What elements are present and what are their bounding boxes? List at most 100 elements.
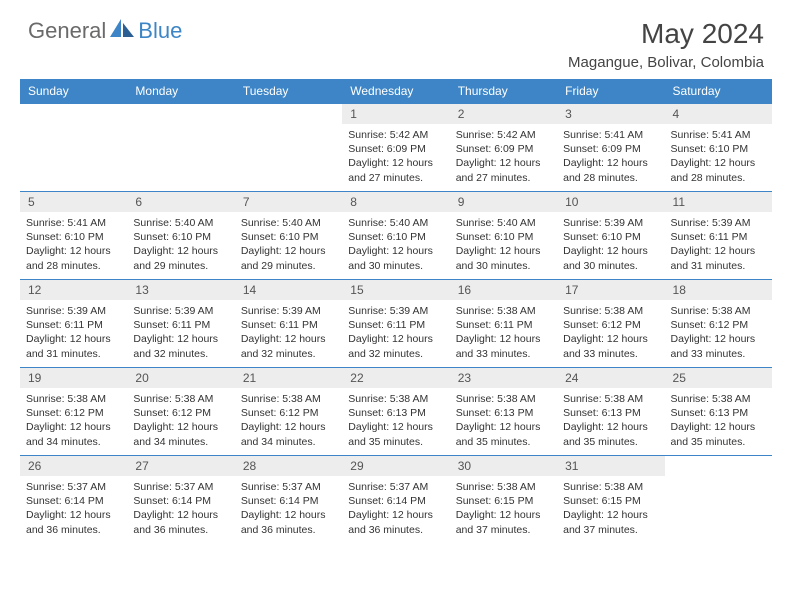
day-number: 20: [127, 368, 234, 388]
day-number: 23: [450, 368, 557, 388]
sunrise-text: Sunrise: 5:37 AM: [241, 480, 336, 494]
day-number: 13: [127, 280, 234, 300]
day-data: Sunrise: 5:38 AMSunset: 6:15 PMDaylight:…: [450, 476, 557, 539]
calendar-table: Sunday Monday Tuesday Wednesday Thursday…: [20, 79, 772, 544]
sunrise-text: Sunrise: 5:42 AM: [348, 128, 443, 142]
day-data: Sunrise: 5:37 AMSunset: 6:14 PMDaylight:…: [20, 476, 127, 539]
sunset-text: Sunset: 6:14 PM: [26, 494, 121, 508]
calendar-cell: 24Sunrise: 5:38 AMSunset: 6:13 PMDayligh…: [557, 368, 664, 456]
daylight-text: Daylight: 12 hours and 27 minutes.: [456, 156, 551, 184]
day-data: Sunrise: 5:38 AMSunset: 6:12 PMDaylight:…: [235, 388, 342, 451]
calendar-cell: 13Sunrise: 5:39 AMSunset: 6:11 PMDayligh…: [127, 280, 234, 368]
daylight-text: Daylight: 12 hours and 33 minutes.: [563, 332, 658, 360]
sunset-text: Sunset: 6:15 PM: [563, 494, 658, 508]
day-number: 29: [342, 456, 449, 476]
sunrise-text: Sunrise: 5:39 AM: [348, 304, 443, 318]
daylight-text: Daylight: 12 hours and 35 minutes.: [563, 420, 658, 448]
sunset-text: Sunset: 6:13 PM: [671, 406, 766, 420]
calendar-cell: 31 Sunrise: 5:38 AMSunset: 6:15 PMDayligh…: [557, 456, 664, 544]
day-number: 26: [20, 456, 127, 476]
location-subtitle: Magangue, Bolivar, Colombia: [568, 54, 764, 71]
calendar-cell: .: [127, 104, 234, 192]
day-number: 22: [342, 368, 449, 388]
calendar-cell: 8Sunrise: 5:40 AMSunset: 6:10 PMDaylight…: [342, 192, 449, 280]
day-data: Sunrise: 5:38 AMSunset: 6:11 PMDaylight:…: [450, 300, 557, 363]
daylight-text: Daylight: 12 hours and 27 minutes.: [348, 156, 443, 184]
sunrise-text: Sunrise: 5:39 AM: [26, 304, 121, 318]
daylight-text: Daylight: 12 hours and 31 minutes.: [26, 332, 121, 360]
sunset-text: Sunset: 6:10 PM: [671, 142, 766, 156]
sunset-text: Sunset: 6:10 PM: [241, 230, 336, 244]
day-number: 17: [557, 280, 664, 300]
day-data: Sunrise: 5:39 AMSunset: 6:10 PMDaylight:…: [557, 212, 664, 275]
sunset-text: Sunset: 6:14 PM: [348, 494, 443, 508]
sunrise-text: Sunrise: 5:38 AM: [241, 392, 336, 406]
calendar-wrap: Sunday Monday Tuesday Wednesday Thursday…: [0, 79, 792, 544]
calendar-cell: 20Sunrise: 5:38 AMSunset: 6:12 PMDayligh…: [127, 368, 234, 456]
daylight-text: Daylight: 12 hours and 32 minutes.: [348, 332, 443, 360]
day-number: 27: [127, 456, 234, 476]
sunset-text: Sunset: 6:10 PM: [26, 230, 121, 244]
calendar-cell: 26Sunrise: 5:37 AMSunset: 6:14 PMDayligh…: [20, 456, 127, 544]
calendar-week-row: ...1Sunrise: 5:42 AMSunset: 6:09 PMDayli…: [20, 104, 772, 192]
sunset-text: Sunset: 6:14 PM: [241, 494, 336, 508]
sunset-text: Sunset: 6:10 PM: [348, 230, 443, 244]
sunset-text: Sunset: 6:10 PM: [563, 230, 658, 244]
day-number: 18: [665, 280, 772, 300]
day-data: Sunrise: 5:40 AMSunset: 6:10 PMDaylight:…: [342, 212, 449, 275]
calendar-cell: 3Sunrise: 5:41 AMSunset: 6:09 PMDaylight…: [557, 104, 664, 192]
sunrise-text: Sunrise: 5:38 AM: [133, 392, 228, 406]
day-data: Sunrise: 5:39 AMSunset: 6:11 PMDaylight:…: [665, 212, 772, 275]
day-number: 10: [557, 192, 664, 212]
day-data: Sunrise: 5:39 AMSunset: 6:11 PMDaylight:…: [235, 300, 342, 363]
day-number: 31: [557, 456, 664, 476]
daylight-text: Daylight: 12 hours and 33 minutes.: [456, 332, 551, 360]
sunrise-text: Sunrise: 5:39 AM: [671, 216, 766, 230]
day-data: Sunrise: 5:39 AMSunset: 6:11 PMDaylight:…: [342, 300, 449, 363]
sunrise-text: Sunrise: 5:38 AM: [563, 480, 658, 494]
calendar-cell: 12Sunrise: 5:39 AMSunset: 6:11 PMDayligh…: [20, 280, 127, 368]
page-title: May 2024: [568, 18, 764, 50]
day-header: Tuesday: [235, 79, 342, 104]
sunrise-text: Sunrise: 5:37 AM: [348, 480, 443, 494]
calendar-cell: .: [665, 456, 772, 544]
sunrise-text: Sunrise: 5:39 AM: [133, 304, 228, 318]
sunrise-text: Sunrise: 5:38 AM: [671, 304, 766, 318]
sunrise-text: Sunrise: 5:37 AM: [133, 480, 228, 494]
day-number: 15: [342, 280, 449, 300]
daylight-text: Daylight: 12 hours and 30 minutes.: [563, 244, 658, 272]
sunset-text: Sunset: 6:11 PM: [671, 230, 766, 244]
daylight-text: Daylight: 12 hours and 28 minutes.: [671, 156, 766, 184]
day-data: Sunrise: 5:38 AMSunset: 6:12 PMDaylight:…: [665, 300, 772, 363]
sunrise-text: Sunrise: 5:38 AM: [671, 392, 766, 406]
calendar-cell: 10Sunrise: 5:39 AMSunset: 6:10 PMDayligh…: [557, 192, 664, 280]
daylight-text: Daylight: 12 hours and 35 minutes.: [348, 420, 443, 448]
day-number: 30: [450, 456, 557, 476]
day-data: Sunrise: 5:40 AMSunset: 6:10 PMDaylight:…: [450, 212, 557, 275]
day-number: 12: [20, 280, 127, 300]
calendar-cell: 4Sunrise: 5:41 AMSunset: 6:10 PMDaylight…: [665, 104, 772, 192]
day-data: Sunrise: 5:41 AMSunset: 6:09 PMDaylight:…: [557, 124, 664, 187]
sunrise-text: Sunrise: 5:42 AM: [456, 128, 551, 142]
sunrise-text: Sunrise: 5:38 AM: [456, 392, 551, 406]
day-header: Saturday: [665, 79, 772, 104]
calendar-cell: 29Sunrise: 5:37 AMSunset: 6:14 PMDayligh…: [342, 456, 449, 544]
day-data: Sunrise: 5:39 AMSunset: 6:11 PMDaylight:…: [20, 300, 127, 363]
day-header-row: Sunday Monday Tuesday Wednesday Thursday…: [20, 79, 772, 104]
sunset-text: Sunset: 6:09 PM: [563, 142, 658, 156]
day-number: 14: [235, 280, 342, 300]
day-header: Thursday: [450, 79, 557, 104]
day-data: Sunrise: 5:38 AMSunset: 6:13 PMDaylight:…: [342, 388, 449, 451]
day-number: 16: [450, 280, 557, 300]
calendar-cell: 25Sunrise: 5:38 AMSunset: 6:13 PMDayligh…: [665, 368, 772, 456]
day-number: 7: [235, 192, 342, 212]
day-number: 3: [557, 104, 664, 124]
calendar-week-row: 12Sunrise: 5:39 AMSunset: 6:11 PMDayligh…: [20, 280, 772, 368]
day-number: 21: [235, 368, 342, 388]
calendar-cell: 28Sunrise: 5:37 AMSunset: 6:14 PMDayligh…: [235, 456, 342, 544]
daylight-text: Daylight: 12 hours and 29 minutes.: [241, 244, 336, 272]
day-data: Sunrise: 5:41 AMSunset: 6:10 PMDaylight:…: [20, 212, 127, 275]
daylight-text: Daylight: 12 hours and 37 minutes.: [563, 508, 658, 536]
calendar-cell: 18Sunrise: 5:38 AMSunset: 6:12 PMDayligh…: [665, 280, 772, 368]
sunrise-text: Sunrise: 5:38 AM: [456, 480, 551, 494]
